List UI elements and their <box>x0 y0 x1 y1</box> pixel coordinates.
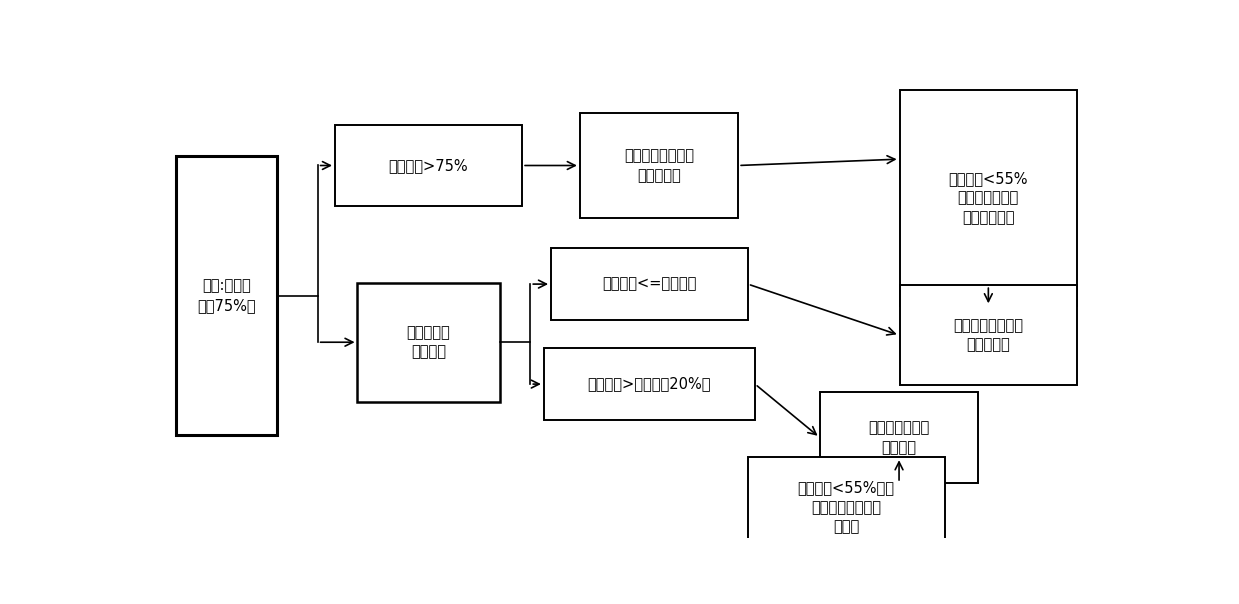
Bar <box>358 283 499 402</box>
Text: 同室外湿度
进行比对: 同室外湿度 进行比对 <box>406 325 451 359</box>
Text: 沟内湿度<55%时，
联动通风装置和风
机关闭: 沟内湿度<55%时， 联动通风装置和风 机关闭 <box>798 480 895 535</box>
Bar <box>544 348 755 420</box>
Bar <box>580 113 738 218</box>
Text: 触发:湿度告
警（75%）: 触发:湿度告 警（75%） <box>197 278 256 313</box>
Text: 沟内湿度>室外湿度20%时: 沟内湿度>室外湿度20%时 <box>587 376 711 391</box>
Text: 联动通风装置和
风机开启: 联动通风装置和 风机开启 <box>869 420 929 455</box>
Bar <box>551 248 748 320</box>
Text: 联动通风装置和风
机启动除湿: 联动通风装置和风 机启动除湿 <box>953 318 1023 353</box>
Bar <box>820 392 979 483</box>
Text: 沟内湿度<=室外湿度: 沟内湿度<=室外湿度 <box>602 277 696 292</box>
Bar <box>748 457 944 557</box>
Text: 沟内湿度<55%
时，联动通风装
置和风机关闭: 沟内湿度<55% 时，联动通风装 置和风机关闭 <box>949 171 1028 225</box>
Bar <box>335 125 522 206</box>
Bar <box>900 90 1077 306</box>
Bar <box>176 156 278 435</box>
Text: 沟内湿度>75%: 沟内湿度>75% <box>389 158 468 173</box>
Bar <box>900 285 1077 385</box>
Text: 联动通风装置和风
机启动除湿: 联动通风装置和风 机启动除湿 <box>624 148 694 183</box>
